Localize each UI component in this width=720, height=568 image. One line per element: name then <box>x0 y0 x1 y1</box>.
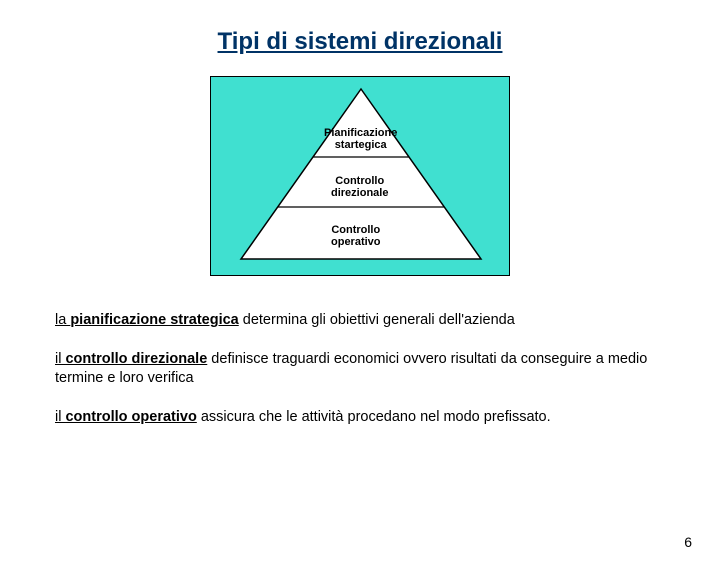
pyramid-label-2: Controllo operativo <box>331 224 381 248</box>
page-number: 6 <box>684 534 692 550</box>
bullet-0-prefix: la <box>55 312 70 328</box>
pyramid-container: Pianificazione startegica Controllo dire… <box>210 76 510 276</box>
bullet-1-prefix: il <box>55 351 65 367</box>
pyramid-label-2-line2: operativo <box>331 236 381 248</box>
bullet-0-rest: determina gli obiettivi generali dell'az… <box>239 312 515 328</box>
pyramid-label-1-line2: direzionale <box>331 187 388 199</box>
bullet-list: la pianificazione strategica determina g… <box>55 311 665 426</box>
pyramid-label-0-line2: startegica <box>335 139 387 151</box>
bullet-2-prefix: il <box>55 409 65 425</box>
pyramid-label-1-line1: Controllo <box>335 175 384 187</box>
pyramid-label-0-line1: Pianificazione <box>324 127 397 139</box>
bullet-2: il controllo operativo assicura che le a… <box>55 408 665 427</box>
pyramid-label-2-line1: Controllo <box>331 224 380 236</box>
bullet-1: il controllo direzionale definisce tragu… <box>55 350 665 388</box>
bullet-2-term: controllo operativo <box>65 409 196 425</box>
bullet-1-term: controllo direzionale <box>65 351 207 367</box>
bullet-2-rest: assicura che le attività procedano nel m… <box>197 409 551 425</box>
pyramid-label-1: Controllo direzionale <box>331 175 388 199</box>
pyramid-label-0: Pianificazione startegica <box>324 127 397 151</box>
page-title: Tipi di sistemi direzionali <box>0 28 720 56</box>
bullet-0: la pianificazione strategica determina g… <box>55 311 665 330</box>
bullet-0-term: pianificazione strategica <box>70 312 238 328</box>
